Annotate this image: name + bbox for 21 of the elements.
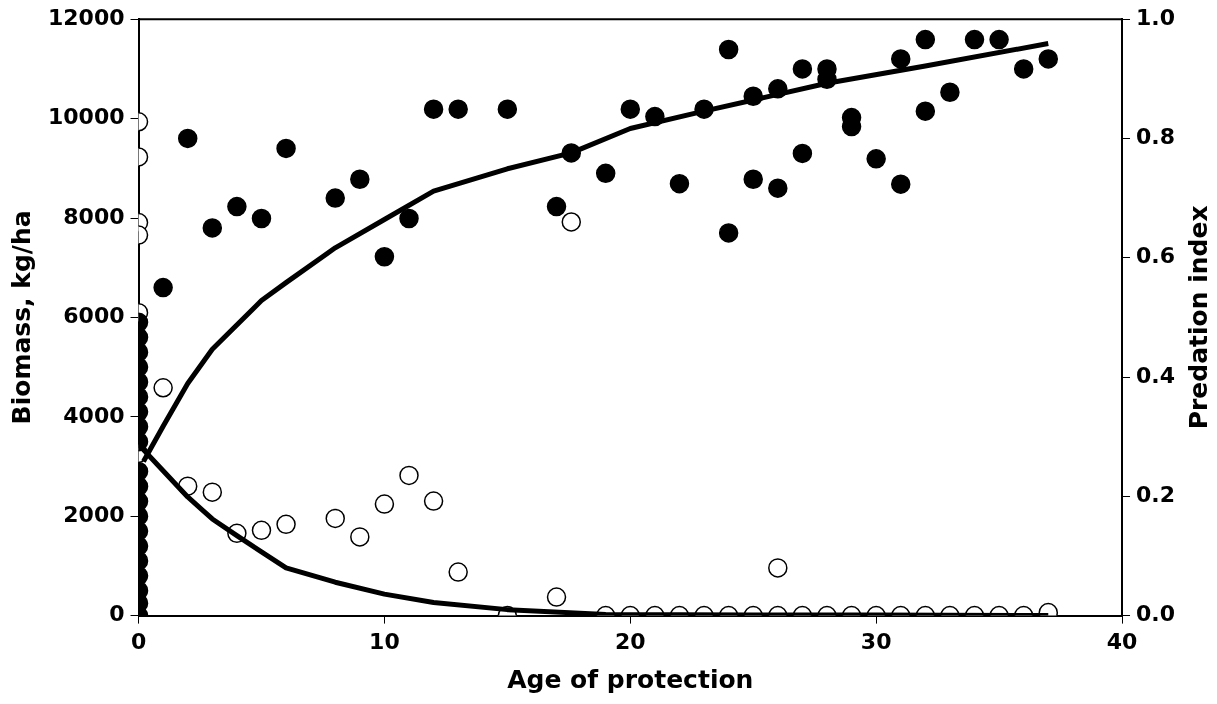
y2-tick-label: 0.0 [1136, 601, 1176, 627]
y-tick-label: 4000 [63, 402, 125, 428]
x-tick-label: 20 [614, 628, 646, 654]
y-axis-title: Biomass, kg/ha [6, 210, 36, 425]
x-tick-label: 30 [860, 628, 892, 654]
y-tick-label: 10000 [47, 104, 125, 130]
y-tick-label: 0 [109, 601, 125, 627]
x-tick-label: 10 [369, 628, 400, 654]
y-tick-label: 8000 [63, 203, 125, 229]
y-tick-label: 6000 [63, 303, 125, 329]
y-tick-label: 2000 [63, 501, 125, 527]
x-axis-title: Age of protection [507, 664, 754, 694]
y2-tick-label: 1.0 [1136, 4, 1176, 30]
y2-tick-label: 0.2 [1136, 482, 1176, 508]
y2-axis-title: Predation index [1184, 205, 1213, 430]
x-tick-label: 0 [130, 628, 147, 654]
y2-tick-label: 0.6 [1136, 243, 1176, 269]
y-tick-label: 12000 [47, 4, 125, 30]
y2-tick-label: 0.4 [1136, 362, 1176, 388]
x-tick-label: 40 [1106, 628, 1138, 654]
y2-tick-label: 0.8 [1136, 124, 1176, 150]
